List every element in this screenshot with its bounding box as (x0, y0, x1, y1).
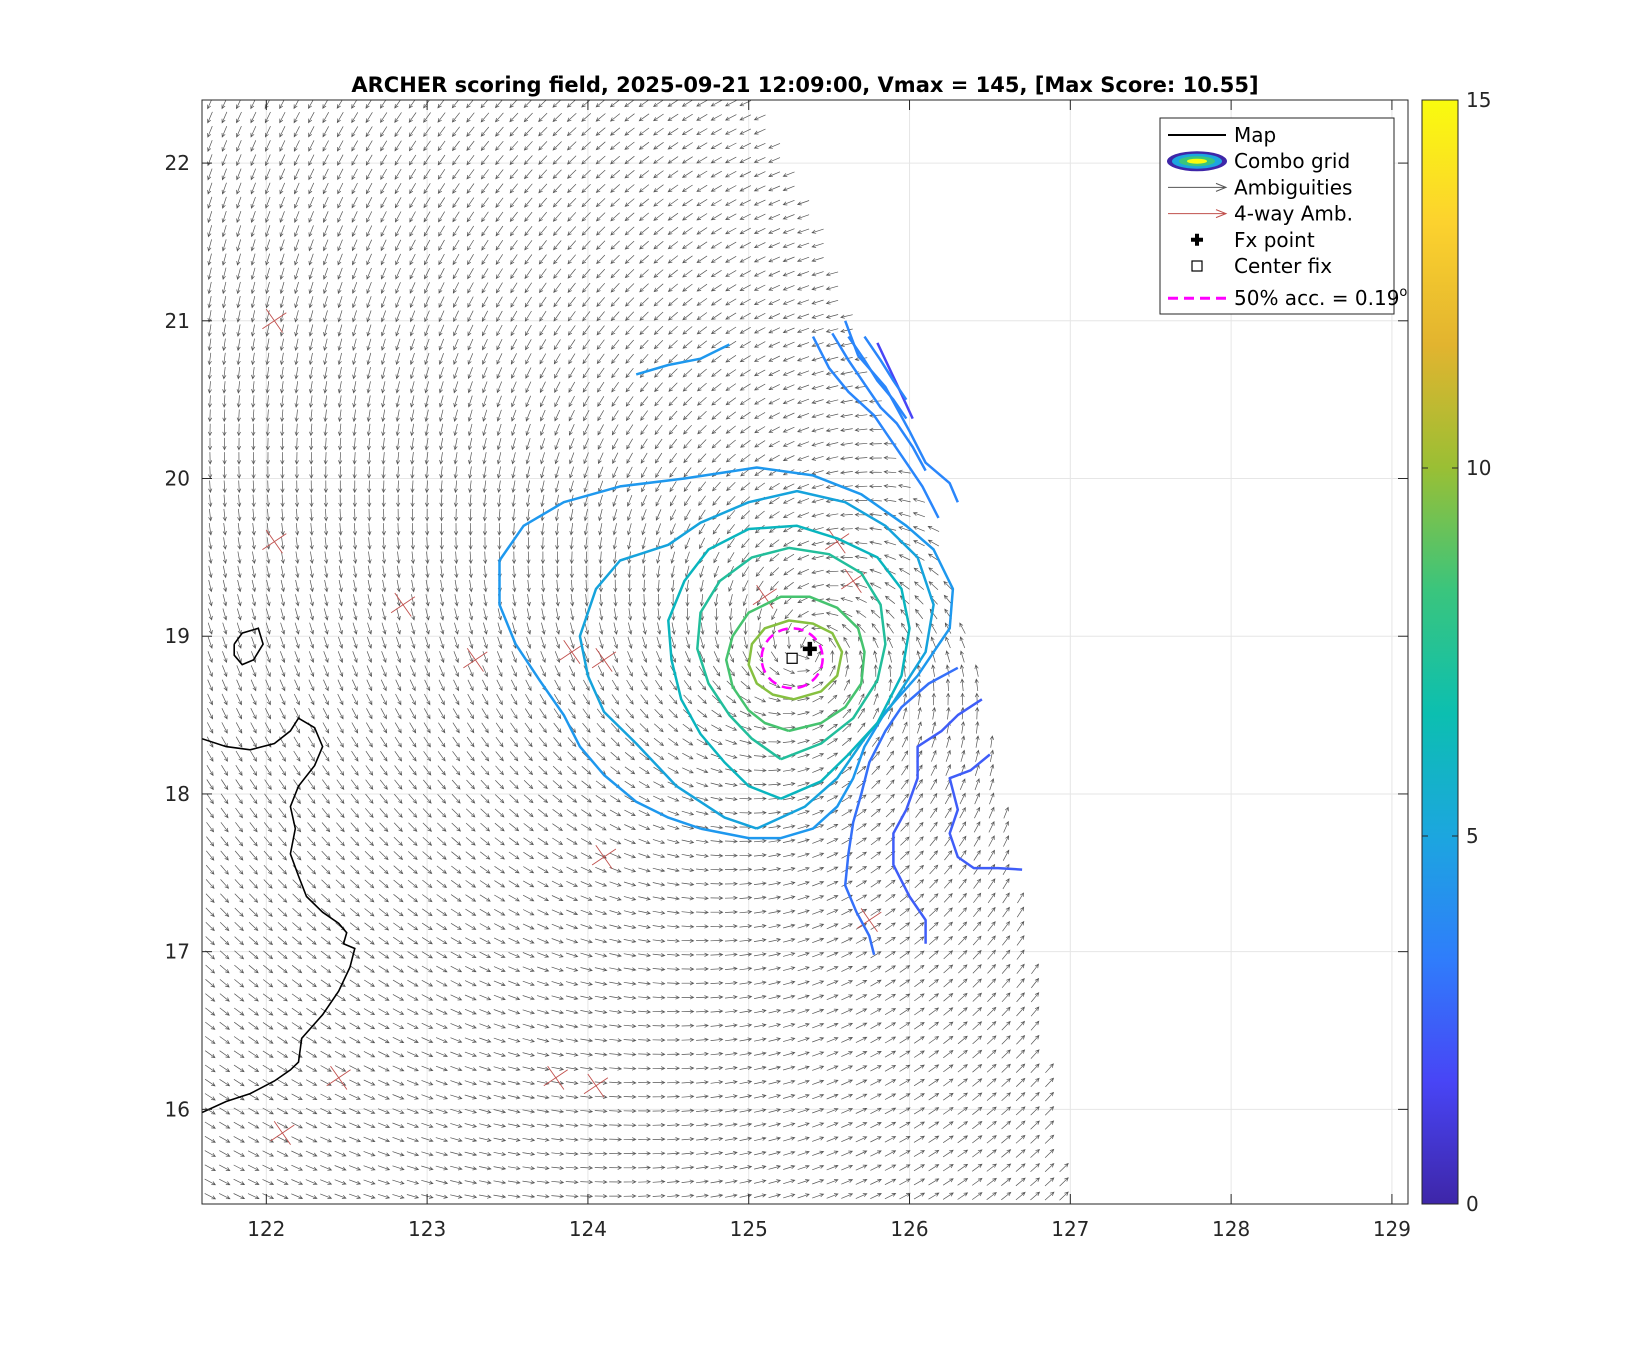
four-way-ambiguity-marks (262, 308, 882, 1145)
x-tick-label: 129 (1373, 1217, 1411, 1241)
x-axis-ticks: 122 123 124 125 126 127 128 129 (247, 100, 1411, 1241)
contour-level-4.2 (831, 332, 927, 472)
legend-label-superscript: o (1399, 285, 1407, 300)
contour-level-7 (667, 524, 911, 800)
contour-level-3.5 (843, 666, 959, 956)
legend-label: 50% acc. = 0.19o (1234, 285, 1407, 310)
legend-swatch-arrow (1168, 209, 1228, 219)
legend-item: Center fix (1191, 254, 1332, 278)
x-tick-label: 122 (247, 1217, 285, 1241)
legend-item: Combo grid (1167, 149, 1350, 173)
combo-grid-contours (498, 320, 1023, 956)
four-way-ambiguity-arrows (262, 308, 882, 1145)
colorbar-tick-label: 15 (1466, 88, 1491, 112)
legend-label-text: Combo grid (1234, 149, 1350, 173)
y-axis-ticks: 16 17 18 19 20 21 22 (165, 151, 1408, 1121)
legend-label-text: 50% acc. = 0.19 (1234, 286, 1399, 310)
x-tick-label: 126 (890, 1217, 928, 1241)
coastline-segment (202, 717, 356, 1114)
legend-swatch-plus (1191, 233, 1203, 246)
legend-label: Combo grid (1234, 149, 1350, 173)
legend-item: Map (1168, 123, 1276, 147)
legend-box (1159, 117, 1395, 315)
contour-level-5.2 (498, 466, 955, 840)
x-tick-label: 128 (1212, 1217, 1250, 1241)
fix-markers (760, 627, 824, 690)
accuracy-circle (760, 627, 824, 690)
legend-item: Fx point (1191, 228, 1315, 252)
legend-swatch-arrow (1168, 182, 1228, 192)
colorbar-tick-label: 5 (1466, 824, 1479, 848)
x-tick-label: 124 (569, 1217, 607, 1241)
coastline (202, 627, 356, 1114)
contour-level-9 (724, 595, 866, 733)
y-tick-label: 16 (165, 1097, 190, 1121)
legend-label: Center fix (1234, 254, 1332, 278)
colorbar-tick-label: 0 (1466, 1192, 1479, 1216)
contour-level-6 (578, 489, 935, 830)
colorbar-tick-label: 10 (1466, 456, 1491, 480)
colorbar-gradient (1421, 99, 1459, 1205)
contour-level-4.4 (847, 335, 908, 420)
colorbar: 0 5 10 15 (1421, 88, 1491, 1216)
y-tick-label: 19 (165, 624, 190, 648)
y-tick-label: 18 (165, 782, 190, 806)
legend-label-text: Ambiguities (1234, 175, 1352, 199)
legend-label: 4-way Amb. (1234, 202, 1353, 226)
legend-item: Ambiguities (1168, 175, 1352, 199)
contour-level-4 (811, 336, 940, 519)
chart-title: ARCHER scoring field, 2025-09-21 12:09:0… (351, 73, 1258, 97)
legend-swatch-ellipse-4 (1187, 158, 1207, 164)
contour-level-3 (948, 753, 1023, 871)
legend-label-text: 4-way Amb. (1234, 202, 1353, 226)
legend-swatch-square (1191, 260, 1203, 272)
legend-label-text: Map (1234, 123, 1276, 147)
legend-label: Map (1234, 123, 1276, 147)
y-tick-label: 20 (165, 467, 190, 491)
contour-level-4.6 (863, 335, 908, 401)
coastline-segment (233, 627, 264, 666)
contour-level-4.8 (844, 320, 959, 503)
contour-level-8 (696, 546, 887, 761)
legend-item: 50% acc. = 0.19o (1168, 285, 1407, 310)
ambiguity-arrow-field (204, 100, 1069, 1201)
legend-label: Fx point (1234, 228, 1315, 252)
fx-point-marker (802, 641, 817, 656)
grid-lines (202, 100, 1408, 1204)
x-tick-label: 125 (730, 1217, 768, 1241)
legend-label: Ambiguities (1234, 175, 1352, 199)
plot-frame (201, 99, 1409, 1205)
contour-level-10 (747, 619, 844, 701)
y-tick-label: 22 (165, 151, 190, 175)
x-tick-label: 123 (408, 1217, 446, 1241)
legend-label-text: Fx point (1234, 228, 1315, 252)
y-tick-label: 21 (165, 309, 190, 333)
x-tick-label: 127 (1051, 1217, 1089, 1241)
center-fix-marker (786, 652, 798, 664)
y-tick-label: 17 (165, 940, 190, 964)
contour-level-5 (635, 343, 730, 376)
contour-level-3.2 (892, 698, 983, 944)
legend-item: 4-way Amb. (1168, 202, 1353, 226)
legend-label-text: Center fix (1234, 254, 1332, 278)
ambiguity-arrows (204, 100, 1069, 1201)
